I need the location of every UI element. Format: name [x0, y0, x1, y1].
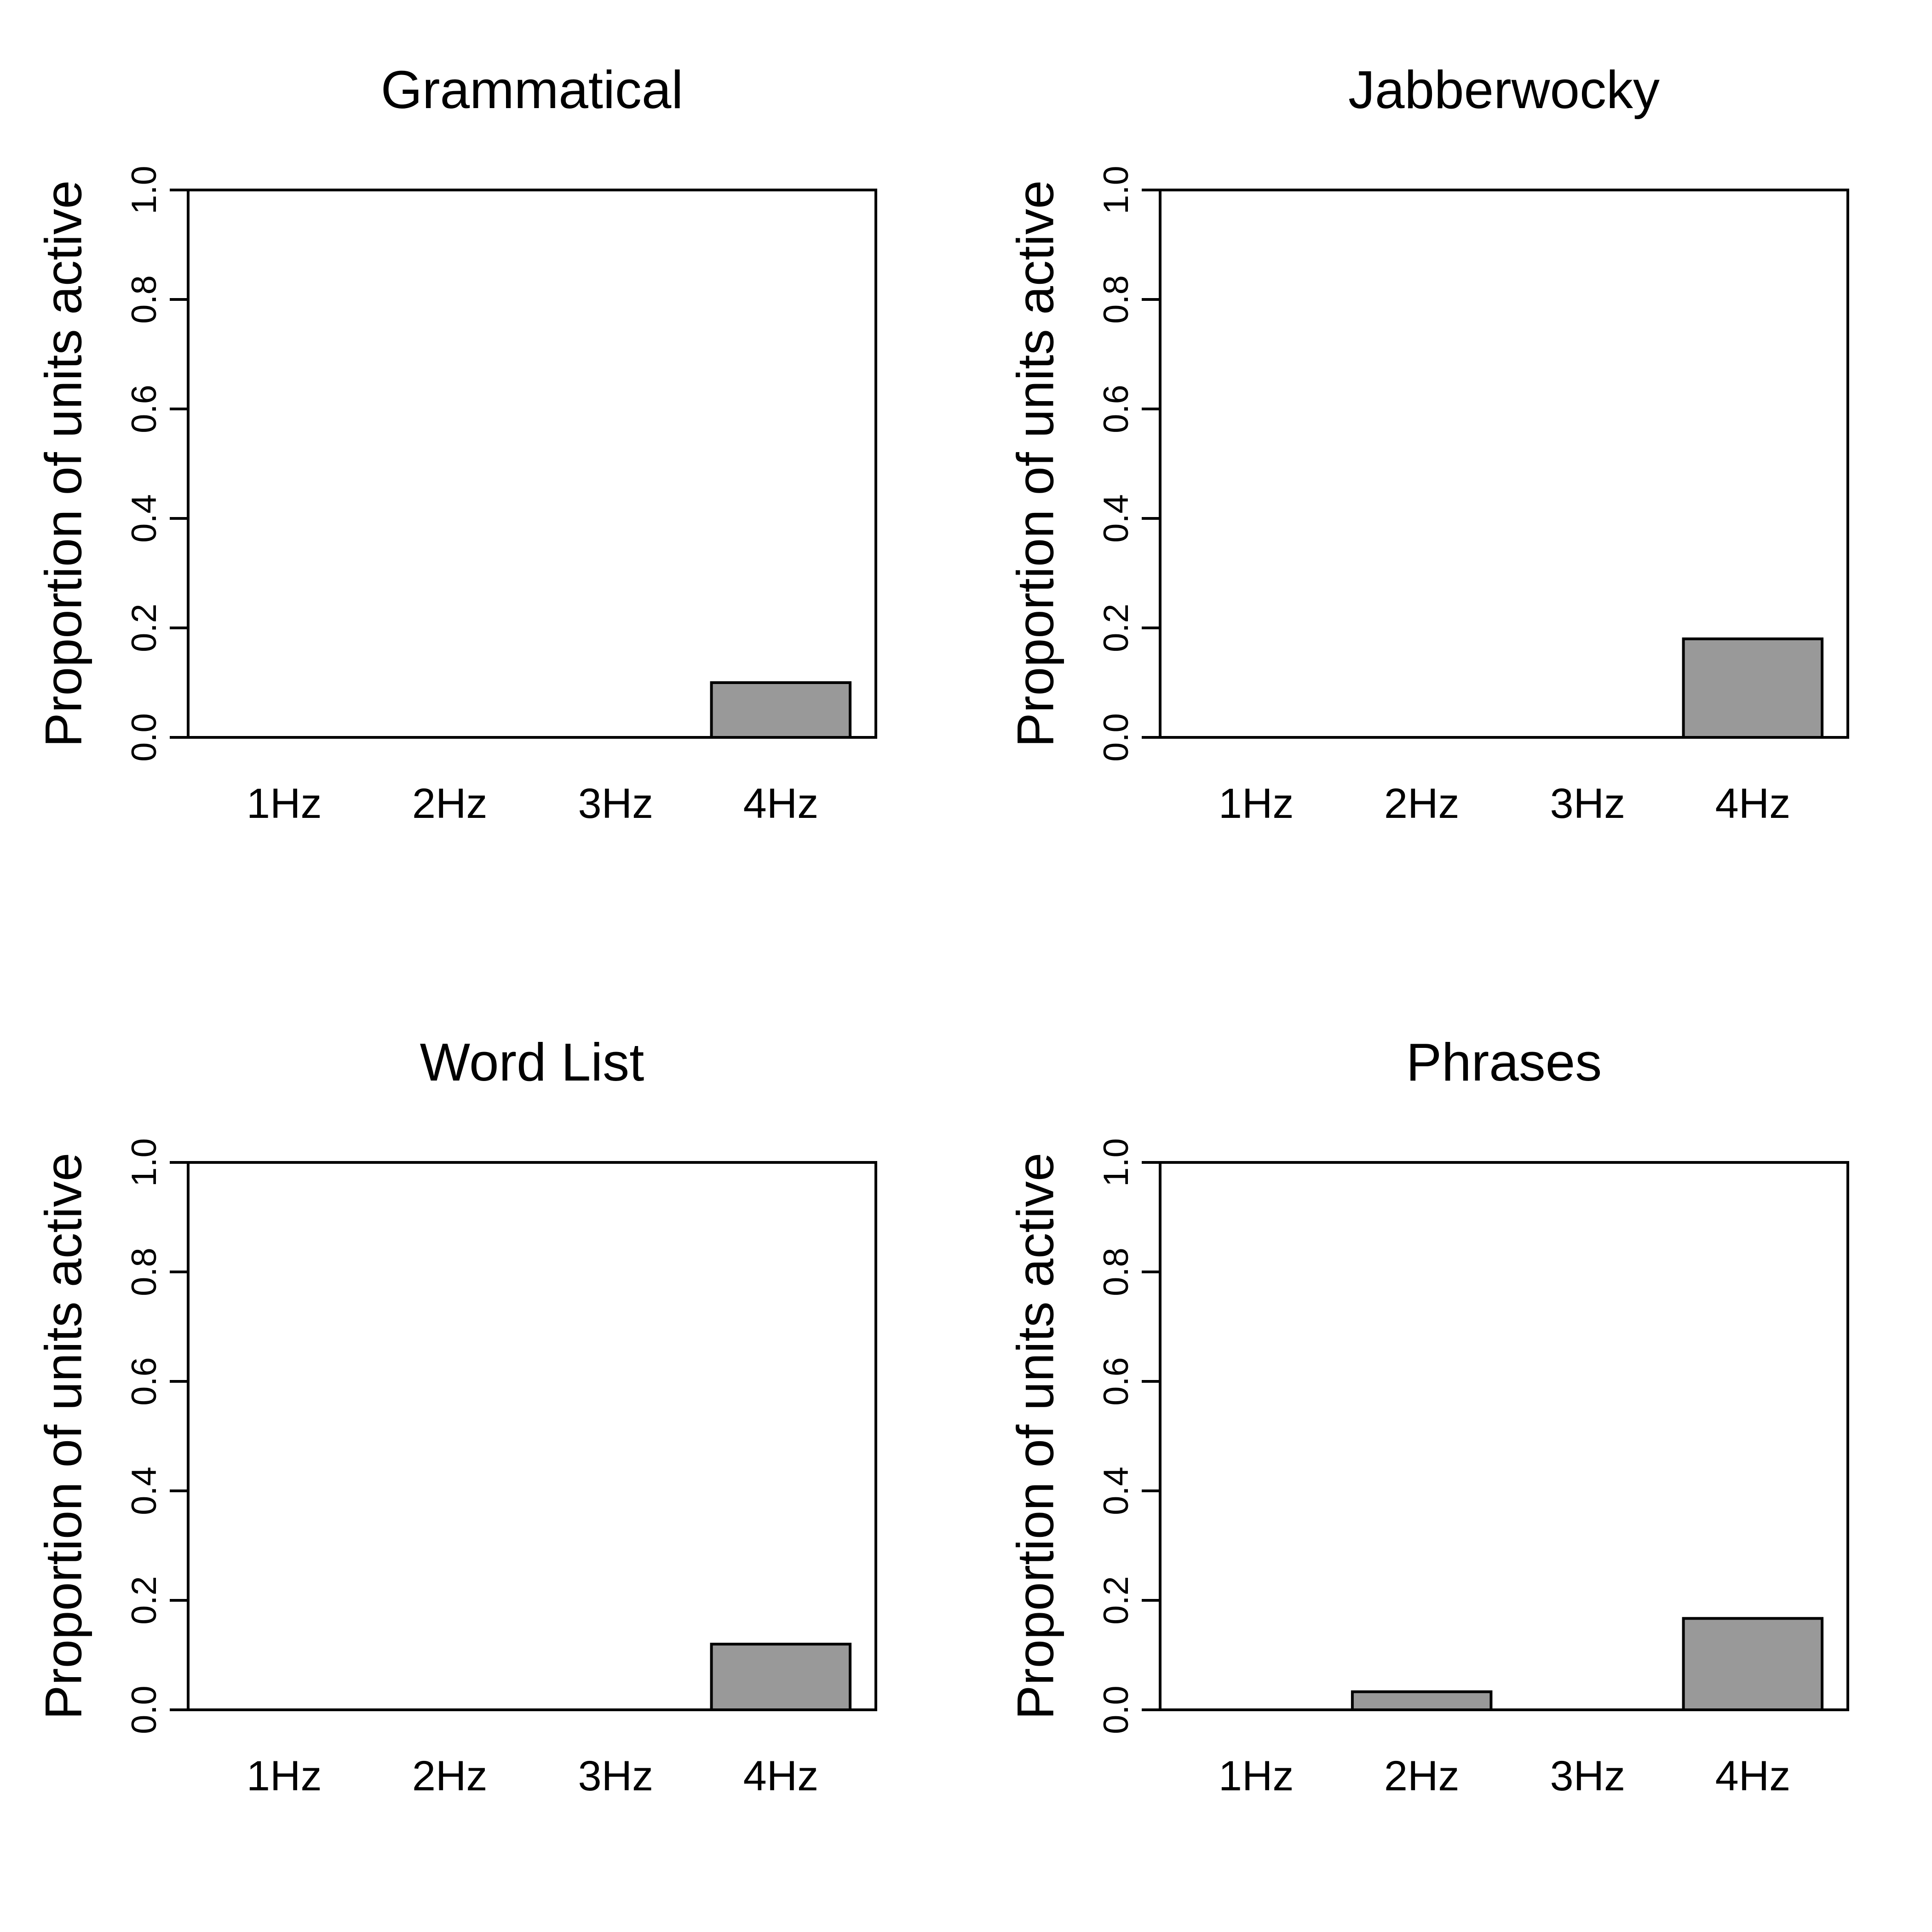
- x-tick-label: 2Hz: [412, 1753, 488, 1800]
- y-tick-label: 0.6: [1097, 385, 1136, 433]
- x-tick-label: 2Hz: [1384, 780, 1460, 827]
- x-tick-label: 2Hz: [412, 780, 488, 827]
- bar-4Hz: [710, 681, 852, 739]
- y-tick-label: 0.6: [1097, 1357, 1136, 1406]
- bar-2Hz: [1351, 1690, 1493, 1711]
- x-tick-label: 4Hz: [1715, 780, 1791, 827]
- y-axis-label: Proportion of units active: [1007, 180, 1064, 748]
- x-tick-label: 3Hz: [1550, 1753, 1625, 1800]
- x-tick-label: 4Hz: [1715, 1753, 1791, 1800]
- x-tick-label: 3Hz: [578, 1753, 653, 1800]
- y-axis-label: Proportion of units active: [1007, 1153, 1064, 1720]
- y-tick-label: 0.0: [1097, 1685, 1136, 1734]
- panel-0: 1Hz 2Hz 3Hz 4Hz 0.0 0.2 0.4 0.6 0.8 1.0 Proportion…: [35, 60, 877, 827]
- panel-2: 1Hz 2Hz 3Hz 4Hz 0.0 0.2 0.4 0.6 0.8 1.0 Proportion…: [35, 1032, 877, 1800]
- x-tick-label: 3Hz: [578, 780, 653, 827]
- y-axis-label: Proportion of units active: [35, 180, 92, 748]
- panel-title: Phrases: [1406, 1032, 1602, 1092]
- y-tick-label: 0.4: [125, 494, 164, 543]
- y-tick-label: 0.2: [1097, 1576, 1136, 1625]
- y-tick-label: 0.8: [125, 1248, 164, 1296]
- x-tick-label: 1Hz: [247, 1753, 322, 1800]
- x-tick-label: 4Hz: [743, 1753, 819, 1800]
- panel-title: Grammatical: [381, 60, 683, 120]
- y-tick-label: 0.8: [1097, 1248, 1136, 1296]
- y-tick-label: 0.4: [1097, 1466, 1136, 1515]
- y-tick-label: 0.2: [125, 604, 164, 652]
- y-tick-label: 0.8: [125, 275, 164, 324]
- y-tick-label: 0.0: [125, 1685, 164, 1734]
- plot-frame: [1159, 189, 1849, 739]
- bar-4Hz: [710, 1643, 852, 1711]
- x-tick-label: 1Hz: [1219, 1753, 1294, 1800]
- y-tick-label: 0.2: [1097, 604, 1136, 652]
- panel-1: 1Hz 2Hz 3Hz 4Hz 0.0 0.2 0.4 0.6 0.8 1.0 Proportion…: [1007, 60, 1849, 827]
- y-tick-label: 1.0: [125, 1138, 164, 1187]
- y-axis-label: Proportion of units active: [35, 1153, 92, 1720]
- x-tick-label: 2Hz: [1384, 1753, 1460, 1800]
- panel-title: Word List: [420, 1032, 644, 1092]
- y-tick-label: 1.0: [1097, 166, 1136, 214]
- plot-frame: [187, 1161, 877, 1711]
- plot-frame: [1159, 1161, 1849, 1711]
- y-tick-label: 1.0: [125, 166, 164, 214]
- y-tick-label: 0.0: [125, 713, 164, 762]
- x-tick-label: 1Hz: [1219, 780, 1294, 827]
- y-tick-label: 0.4: [1097, 494, 1136, 543]
- x-tick-label: 3Hz: [1550, 780, 1625, 827]
- plot-frame: [187, 189, 877, 739]
- x-tick-label: 1Hz: [247, 780, 322, 827]
- y-tick-label: 0.6: [125, 385, 164, 433]
- bar-4Hz: [1682, 1617, 1824, 1712]
- y-tick-label: 0.0: [1097, 713, 1136, 762]
- y-tick-label: 0.6: [125, 1357, 164, 1406]
- x-tick-label: 4Hz: [743, 780, 819, 827]
- y-tick-label: 1.0: [1097, 1138, 1136, 1187]
- panel-3: 1Hz 2Hz 3Hz 4Hz 0.0 0.2 0.4 0.6 0.8 1.0 Proportion…: [1007, 1032, 1849, 1800]
- y-tick-label: 0.2: [125, 1576, 164, 1625]
- panel-title: Jabberwocky: [1348, 60, 1660, 120]
- bar-4Hz: [1682, 637, 1824, 739]
- y-tick-label: 0.8: [1097, 275, 1136, 324]
- y-tick-label: 0.4: [125, 1466, 164, 1515]
